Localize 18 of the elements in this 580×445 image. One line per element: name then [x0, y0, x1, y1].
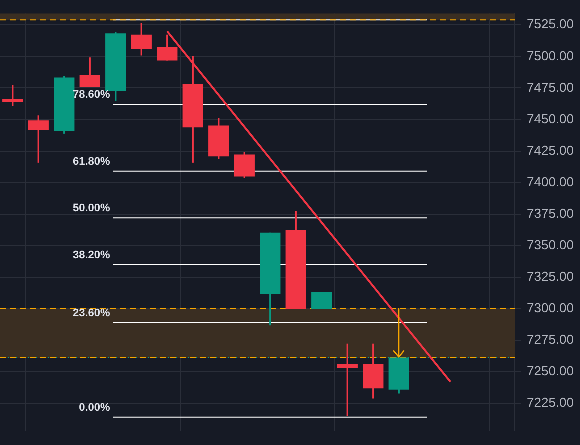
annotation: 61.80%: [72, 156, 111, 168]
y-tick-label: 7500.00: [527, 48, 574, 64]
y-tick-label: 7325.00: [527, 268, 574, 284]
y-tick-label: 7375.00: [527, 206, 574, 221]
y-tick-label: 7400.00: [527, 174, 574, 190]
y-tick-label: 7425.00: [527, 142, 574, 158]
y-tick-label: 7350.00: [527, 237, 574, 252]
y-tick-label: 7300.00: [527, 300, 574, 316]
annotation: 38.20%: [72, 249, 111, 262]
y-tick-label: 7450.00: [527, 111, 574, 126]
y-tick-label: 7225.00: [527, 395, 574, 410]
annotation: 23.60%: [72, 307, 111, 320]
y-tick-label: 7250.00: [527, 364, 574, 379]
annotation: 0.00%: [79, 402, 111, 414]
annotation: 50.00%: [72, 202, 111, 215]
y-tick-label: 7275.00: [527, 332, 574, 347]
y-tick-label: 7475.00: [527, 80, 574, 95]
y-tick-label: 7525.00: [527, 16, 574, 32]
